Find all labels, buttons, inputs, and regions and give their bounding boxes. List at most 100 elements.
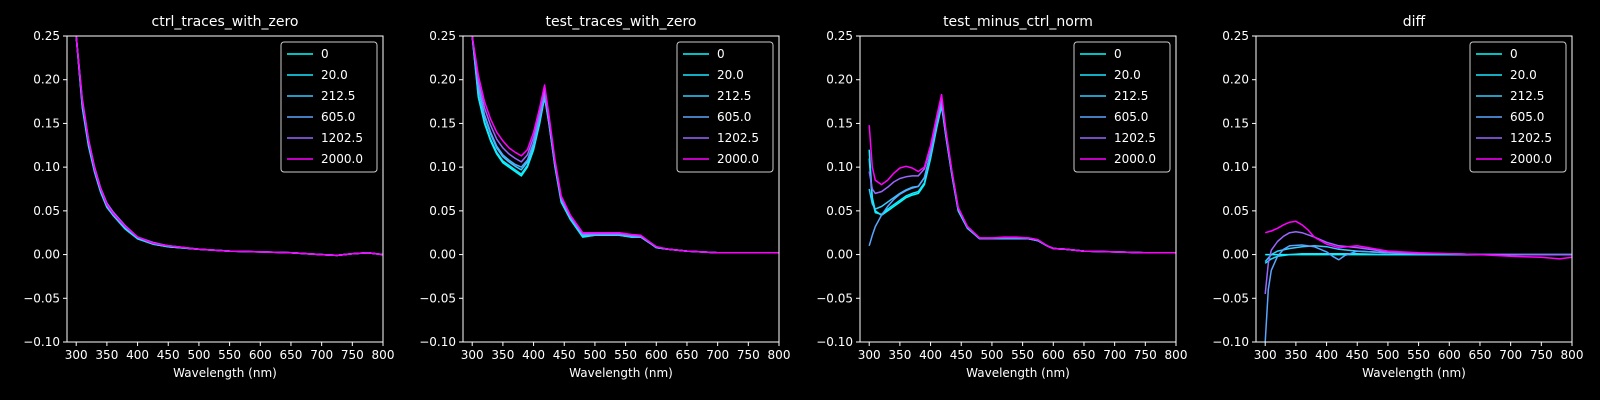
series-group — [75, 36, 383, 257]
legend-label: 605.0 — [717, 110, 751, 124]
y-tick-label: −0.10 — [816, 335, 853, 349]
x-tick-label: 500 — [583, 348, 606, 362]
legend-label: 212.5 — [321, 89, 355, 103]
legend-label: 2000.0 — [1510, 152, 1552, 166]
legend-label: 1202.5 — [717, 131, 759, 145]
legend-label: 1202.5 — [1510, 131, 1552, 145]
y-tick-label: 0.10 — [429, 160, 456, 174]
y-tick-label: 0.20 — [1222, 73, 1249, 87]
legend-label: 212.5 — [1114, 89, 1148, 103]
y-tick-label: 0.00 — [33, 248, 60, 262]
legend-label: 1202.5 — [1114, 131, 1156, 145]
x-tick-label: 400 — [522, 348, 545, 362]
x-tick-label: 750 — [341, 348, 364, 362]
legend-label: 212.5 — [1510, 89, 1544, 103]
x-tick-label: 750 — [1134, 348, 1157, 362]
y-tick-label: 0.00 — [429, 248, 456, 262]
x-axis-label: Wavelength (nm) — [1362, 366, 1466, 380]
legend-label: 605.0 — [321, 110, 355, 124]
y-tick-label: 0.00 — [826, 248, 853, 262]
y-tick-label: 0.20 — [33, 73, 60, 87]
y-tick-label: 0.10 — [826, 160, 853, 174]
x-axis-label: Wavelength (nm) — [173, 366, 277, 380]
y-tick-label: 0.10 — [33, 160, 60, 174]
y-tick-label: 0.15 — [429, 116, 456, 130]
legend-label: 0 — [1114, 47, 1122, 61]
x-tick-label: 350 — [1284, 348, 1307, 362]
y-tick-label: 0.15 — [1222, 116, 1249, 130]
chart-title: ctrl_traces_with_zero — [152, 14, 299, 30]
x-tick-label: 350 — [95, 348, 118, 362]
y-tick-label: 0.15 — [826, 116, 853, 130]
x-tick-label: 500 — [187, 348, 210, 362]
chart-panel-3: 300 350 400 450 500 550 600 650 700 750 800 −0.10 −0… — [816, 14, 1187, 380]
series-group — [1264, 220, 1572, 342]
y-tick-label: 0.00 — [1222, 248, 1249, 262]
x-axis-label: Wavelength (nm) — [966, 366, 1070, 380]
y-tick-label: 0.20 — [826, 73, 853, 87]
legend-label: 0 — [717, 47, 725, 61]
x-tick-label: 300 — [1254, 348, 1277, 362]
y-tick-label: 0.25 — [1222, 29, 1249, 43]
x-axis-label: Wavelength (nm) — [569, 366, 673, 380]
x-tick-label: 700 — [706, 348, 729, 362]
x-tick-label: 700 — [1499, 348, 1522, 362]
x-tick-label: 450 — [157, 348, 180, 362]
y-tick-label: 0.25 — [429, 29, 456, 43]
x-tick-label: 350 — [888, 348, 911, 362]
x-tick-label: 500 — [980, 348, 1003, 362]
x-tick-label: 800 — [768, 348, 791, 362]
x-tick-label: 700 — [1103, 348, 1126, 362]
x-tick-label: 300 — [65, 348, 88, 362]
x-tick-label: 450 — [1346, 348, 1369, 362]
y-tick-label: −0.05 — [1212, 291, 1249, 305]
x-tick-label: 650 — [1469, 348, 1492, 362]
axes-frame — [66, 35, 384, 343]
y-tick-label: 0.10 — [1222, 160, 1249, 174]
legend: 0 20.0 212.5 605.0 1202.5 2000.0 — [676, 41, 774, 173]
legend-label: 212.5 — [717, 89, 751, 103]
series-group — [471, 36, 779, 254]
x-tick-label: 600 — [1042, 348, 1065, 362]
y-tick-label: 0.05 — [826, 204, 853, 218]
chart-title: test_minus_ctrl_norm — [943, 14, 1093, 30]
chart-panel-1: 300 350 400 450 500 550 600 650 700 750 800 −0.10 −0… — [23, 14, 394, 380]
axes-frame — [859, 35, 1177, 343]
legend-label: 20.0 — [321, 68, 348, 82]
legend-label: 0 — [1510, 47, 1518, 61]
legend-label: 2000.0 — [321, 152, 363, 166]
x-tick-label: 650 — [676, 348, 699, 362]
chart-panel-4: 300 350 400 450 500 550 600 650 700 750 800 −0.10 −0… — [1212, 14, 1583, 380]
legend-label: 605.0 — [1114, 110, 1148, 124]
x-tick-label: 500 — [1376, 348, 1399, 362]
legend-label: 20.0 — [1114, 68, 1141, 82]
legend-label: 20.0 — [717, 68, 744, 82]
y-tick-label: 0.20 — [429, 73, 456, 87]
legend-label: 1202.5 — [321, 131, 363, 145]
y-tick-label: 0.05 — [33, 204, 60, 218]
x-tick-label: 400 — [1315, 348, 1338, 362]
series-group — [868, 93, 1176, 254]
legend-label: 20.0 — [1510, 68, 1537, 82]
x-tick-label: 550 — [614, 348, 637, 362]
series-line-2000.0 — [868, 93, 1176, 254]
x-tick-label: 700 — [310, 348, 333, 362]
y-tick-label: 0.25 — [33, 29, 60, 43]
y-tick-label: −0.10 — [1212, 335, 1249, 349]
x-tick-label: 450 — [553, 348, 576, 362]
x-tick-label: 750 — [737, 348, 760, 362]
y-tick-label: −0.05 — [419, 291, 456, 305]
y-tick-label: −0.05 — [23, 291, 60, 305]
x-tick-label: 800 — [1561, 348, 1584, 362]
y-tick-label: 0.25 — [826, 29, 853, 43]
x-tick-label: 600 — [645, 348, 668, 362]
chart-title: test_traces_with_zero — [546, 14, 697, 30]
x-tick-label: 550 — [218, 348, 241, 362]
y-tick-label: 0.15 — [33, 116, 60, 130]
series-line-2000.0 — [1264, 220, 1572, 260]
legend-label: 2000.0 — [717, 152, 759, 166]
legend-label: 2000.0 — [1114, 152, 1156, 166]
series-line-2000.0 — [75, 36, 383, 257]
